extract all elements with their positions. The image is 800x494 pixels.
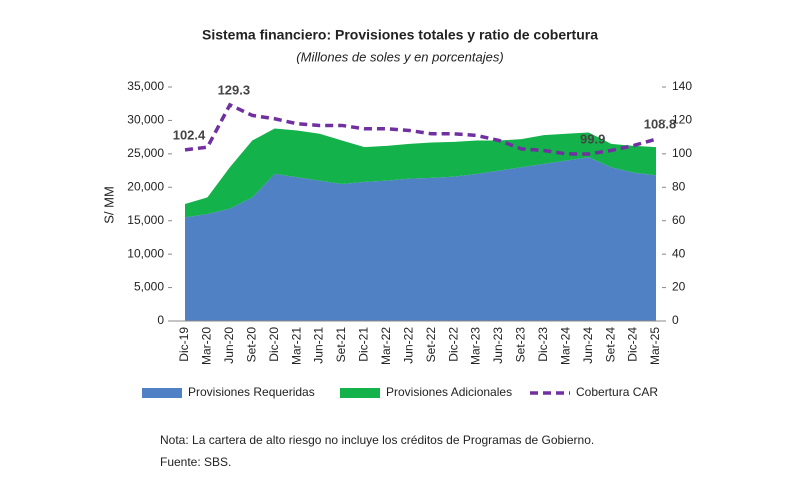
data-label: 99.9 [580,131,605,146]
y-tick-label: 25,000 [127,146,164,160]
legend-label: Provisiones Adicionales [386,385,512,399]
y2-tick-label: 20 [672,280,686,294]
x-tick-label: Jun-23 [491,327,505,364]
legend-label: Cobertura CAR [576,385,658,399]
chart-title: Sistema financiero: Provisiones totales … [202,27,598,43]
x-tick-label: Set-22 [424,327,438,363]
x-tick-label: Mar-25 [648,327,662,365]
chart-subtitle: (Millones de soles y en porcentajes) [296,49,503,64]
x-tick-label: Mar-21 [289,327,303,365]
y2-tick-label: 120 [672,113,692,127]
y2-tick-label: 140 [672,79,692,93]
y2-tick-label: 40 [672,246,686,260]
line [184,102,657,156]
y-tick-label: 0 [157,313,164,327]
area [185,157,656,321]
x-tick-label: Dic-22 [446,327,460,362]
y-axis-title: S/ MM [101,186,116,224]
y-tick-label: 15,000 [127,213,164,227]
x-tick-label: Mar-22 [379,327,393,365]
x-tick-label: Dic-20 [267,327,281,362]
note: Nota: La cartera de alto riesgo no inclu… [160,433,594,447]
x-tick-label: Jun-24 [581,327,595,364]
y-tick-label: 20,000 [127,179,164,193]
x-tick-label: Set-20 [244,327,258,363]
x-tick-label: Dic-19 [177,327,191,362]
x-tick-label: Mar-20 [200,327,214,365]
x-tick-label: Set-23 [514,327,528,363]
y2-tick-label: 80 [672,179,686,193]
data-label: 129.3 [218,82,251,97]
x-tick-label: Dic-24 [626,327,640,362]
x-tick-label: Set-24 [603,327,617,363]
y2-tick-label: 100 [672,146,692,160]
x-tick-label: Mar-23 [469,327,483,365]
data-label: 108.8 [644,117,677,132]
y-tick-label: 5,000 [134,280,164,294]
x-tick-label: Jun-21 [312,327,326,364]
y2-tick-label: 0 [672,313,679,327]
x-tick-label: Dic-21 [357,327,371,362]
y2-tick-label: 60 [672,213,686,227]
y-tick-label: 30,000 [127,113,164,127]
note: Fuente: SBS. [160,455,231,469]
legend-label: Provisiones Requeridas [188,385,315,399]
x-tick-label: Set-21 [334,327,348,363]
y-tick-label: 10,000 [127,246,164,260]
x-tick-label: Jun-20 [222,327,236,364]
x-tick-label: Mar-24 [558,327,572,365]
legend-swatch [142,388,182,398]
x-tick-label: Jun-22 [401,327,415,364]
data-label: 102.4 [173,127,206,142]
x-tick-label: Dic-23 [536,327,550,362]
legend-swatch [340,388,380,398]
y-tick-label: 35,000 [127,79,164,93]
